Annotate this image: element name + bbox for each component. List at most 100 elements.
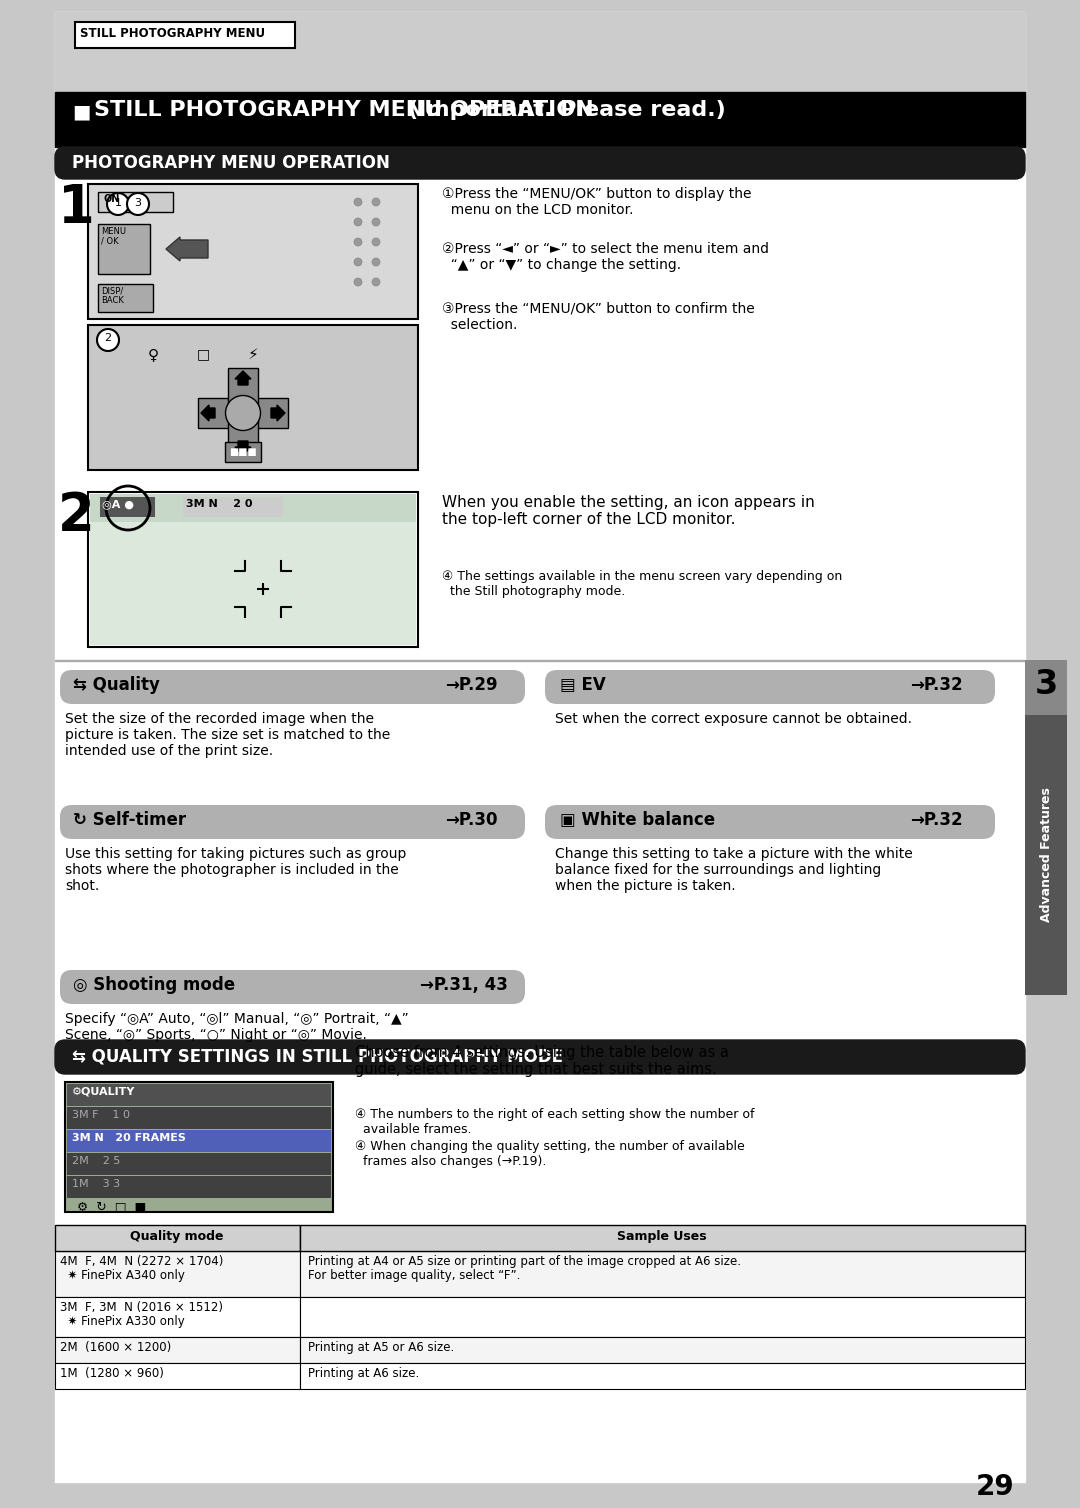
- Bar: [75, 23, 295, 48]
- Bar: [228, 368, 258, 458]
- Text: 3M N   20 FRAMES: 3M N 20 FRAMES: [72, 1133, 186, 1143]
- Text: Printing at A4 or A5 size or printing part of the image cropped at A6 size.: Printing at A4 or A5 size or printing pa…: [308, 1255, 741, 1268]
- Bar: [300, 1224, 1025, 1252]
- Text: ②Press “◄” or “►” to select the menu item and
  “▲” or “▼” to change the setting: ②Press “◄” or “►” to select the menu ite…: [442, 241, 769, 273]
- Text: 1M  (1280 × 960): 1M (1280 × 960): [60, 1366, 164, 1380]
- Text: 2M    2 5: 2M 2 5: [72, 1157, 120, 1166]
- Text: 2M  (1600 × 1200): 2M (1600 × 1200): [60, 1341, 172, 1354]
- Text: ▣ White balance: ▣ White balance: [561, 811, 715, 829]
- Text: Sample Uses: Sample Uses: [617, 1231, 706, 1243]
- Bar: [98, 284, 153, 312]
- Bar: [225, 442, 261, 461]
- Text: BACK: BACK: [102, 296, 124, 305]
- Bar: [55, 12, 1025, 1482]
- Circle shape: [97, 329, 119, 351]
- Text: 3M F    1 0: 3M F 1 0: [72, 1110, 130, 1120]
- Text: (Important. Please read.): (Important. Please read.): [407, 100, 726, 121]
- Bar: [100, 498, 156, 517]
- Text: ⚙QUALITY: ⚙QUALITY: [72, 1087, 135, 1096]
- Bar: [183, 498, 283, 517]
- Bar: [55, 1338, 300, 1363]
- Text: / OK: / OK: [102, 235, 119, 244]
- Circle shape: [372, 277, 380, 287]
- FancyBboxPatch shape: [545, 805, 995, 838]
- Circle shape: [372, 258, 380, 265]
- FancyArrow shape: [201, 406, 215, 421]
- Text: ⚡: ⚡: [247, 347, 258, 362]
- FancyBboxPatch shape: [60, 805, 525, 838]
- FancyArrow shape: [166, 237, 208, 261]
- FancyBboxPatch shape: [60, 670, 525, 704]
- Text: 2: 2: [105, 333, 111, 342]
- Text: ♀: ♀: [148, 347, 159, 362]
- Text: PHOTOGRAPHY MENU OPERATION: PHOTOGRAPHY MENU OPERATION: [72, 154, 390, 172]
- FancyBboxPatch shape: [545, 670, 995, 704]
- Text: ↻ Self-timer: ↻ Self-timer: [73, 811, 186, 829]
- Bar: [1025, 715, 1067, 995]
- FancyBboxPatch shape: [55, 146, 1025, 179]
- Bar: [87, 184, 418, 320]
- Circle shape: [354, 258, 362, 265]
- FancyBboxPatch shape: [60, 970, 525, 1004]
- Bar: [67, 1084, 330, 1105]
- Text: 2: 2: [58, 490, 95, 541]
- Text: For better image quality, select “F”.: For better image quality, select “F”.: [308, 1270, 521, 1282]
- Ellipse shape: [226, 395, 260, 430]
- Text: 1M    3 3: 1M 3 3: [72, 1179, 120, 1188]
- Text: STILL PHOTOGRAPHY MENU: STILL PHOTOGRAPHY MENU: [80, 27, 265, 41]
- Bar: [300, 1297, 1025, 1338]
- Circle shape: [127, 193, 149, 216]
- Text: 29: 29: [975, 1473, 1014, 1500]
- Circle shape: [107, 193, 129, 216]
- Text: Change this setting to take a picture with the white
balance fixed for the surro: Change this setting to take a picture wi…: [555, 847, 913, 893]
- Text: ①Press the “MENU/OK” button to display the
  menu on the LCD monitor.: ①Press the “MENU/OK” button to display t…: [442, 187, 752, 217]
- Text: Set when the correct exposure cannot be obtained.: Set when the correct exposure cannot be …: [555, 712, 912, 725]
- FancyBboxPatch shape: [55, 1041, 1025, 1074]
- Text: Quality mode: Quality mode: [131, 1231, 224, 1243]
- Text: →P.30: →P.30: [445, 811, 498, 829]
- Bar: [55, 1224, 300, 1252]
- Text: Printing at A6 size.: Printing at A6 size.: [308, 1366, 419, 1380]
- Bar: [55, 1297, 300, 1338]
- Text: ⚙  ↻  □  ■: ⚙ ↻ □ ■: [77, 1200, 146, 1214]
- Circle shape: [354, 277, 362, 287]
- Text: DISP/: DISP/: [102, 287, 123, 296]
- Text: ■: ■: [72, 103, 91, 121]
- Text: →P.31, 43: →P.31, 43: [420, 976, 508, 994]
- Text: Printing at A5 or A6 size.: Printing at A5 or A6 size.: [308, 1341, 455, 1354]
- Text: ▤ EV: ▤ EV: [561, 676, 606, 694]
- Text: Specify “◎A” Auto, “◎l” Manual, “◎” Portrait, “▲”
Scene, “◎” Sports, “○” Night o: Specify “◎A” Auto, “◎l” Manual, “◎” Port…: [65, 1012, 408, 1042]
- Text: STILL PHOTOGRAPHY MENU OPERATION: STILL PHOTOGRAPHY MENU OPERATION: [94, 100, 602, 121]
- Bar: [65, 1083, 333, 1212]
- Bar: [67, 1107, 330, 1129]
- Text: 3M N    2 0: 3M N 2 0: [186, 499, 253, 510]
- Text: Advanced Features: Advanced Features: [1039, 787, 1053, 923]
- Bar: [300, 1338, 1025, 1363]
- Bar: [1025, 661, 1067, 715]
- Circle shape: [354, 198, 362, 207]
- Circle shape: [354, 238, 362, 246]
- Bar: [90, 495, 416, 645]
- Bar: [55, 1252, 300, 1297]
- Bar: [55, 12, 1025, 92]
- Bar: [98, 225, 150, 274]
- Text: ④ When changing the quality setting, the number of available
  frames also chang: ④ When changing the quality setting, the…: [355, 1140, 745, 1169]
- Bar: [87, 326, 418, 470]
- Bar: [300, 1363, 1025, 1389]
- Text: Set the size of the recorded image when the
picture is taken. The size set is ma: Set the size of the recorded image when …: [65, 712, 390, 759]
- Text: 4M  F, 4M  N (2272 × 1704): 4M F, 4M N (2272 × 1704): [60, 1255, 224, 1268]
- Text: 1: 1: [58, 182, 95, 234]
- Text: ON: ON: [103, 195, 120, 204]
- Text: ④ The settings available in the menu screen vary depending on
  the Still photog: ④ The settings available in the menu scr…: [442, 570, 842, 599]
- Bar: [98, 192, 173, 213]
- FancyArrow shape: [271, 406, 285, 421]
- Text: 3: 3: [135, 198, 141, 208]
- Circle shape: [372, 219, 380, 226]
- Text: ■■■: ■■■: [229, 446, 257, 457]
- Bar: [55, 92, 1025, 146]
- Text: When you enable the setting, an icon appears in
the top-left corner of the LCD m: When you enable the setting, an icon app…: [442, 495, 814, 528]
- Text: ◎A ●: ◎A ●: [102, 499, 134, 510]
- Text: □: □: [197, 347, 210, 360]
- Circle shape: [354, 219, 362, 226]
- Text: →P.32: →P.32: [910, 676, 962, 694]
